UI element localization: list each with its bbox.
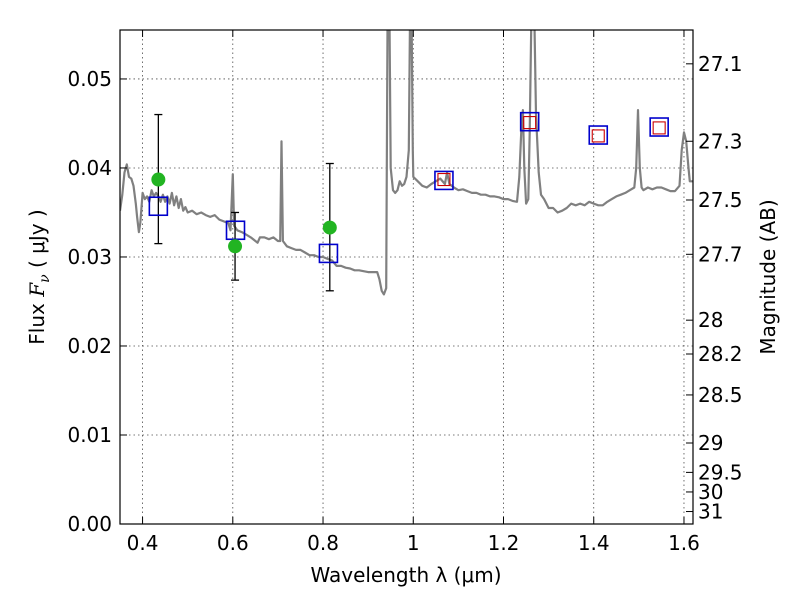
- x-tick-label: 1.2: [488, 531, 520, 555]
- red-square-marker: [437, 172, 451, 187]
- blue-square-marker: [519, 111, 540, 132]
- y2-tick-label: 28: [698, 308, 723, 332]
- blue-square-marker: [588, 125, 609, 145]
- blue-square-marker: [318, 243, 339, 264]
- model-spectrum-line: [120, 30, 693, 296]
- y2-tick-label: 31: [698, 500, 723, 524]
- blue-square-marker: [148, 196, 169, 217]
- y-tick-label: 0.00: [67, 512, 112, 536]
- y-tick-label: 0.04: [67, 156, 112, 180]
- blue-square-marker: [225, 220, 246, 241]
- y2-tick-label: 27.1: [698, 52, 743, 76]
- red-square-marker: [523, 116, 537, 130]
- y2-tick-label: 29.5: [698, 460, 743, 484]
- x-tick-label: 0.6: [217, 531, 249, 555]
- plot-frame: [119, 29, 694, 525]
- y-axis-title: Flux Fν ( μJy ): [25, 209, 53, 344]
- blue-square-marker: [434, 170, 454, 191]
- y-tick-label: 0.05: [67, 67, 112, 91]
- y2-axis-title: Magnitude (AB): [756, 199, 780, 354]
- y2-tick-label: 27.5: [698, 188, 743, 212]
- green-circle-marker: [228, 239, 243, 254]
- y-tick-label: 0.01: [67, 423, 112, 447]
- data-series: [120, 30, 693, 296]
- green-circle-marker: [322, 220, 337, 235]
- y2-tick-label: 28.5: [698, 383, 743, 407]
- y2-tick-label: 30: [698, 480, 723, 504]
- y2-tick-label: 28.2: [698, 342, 743, 366]
- y-tick-label: 0.03: [67, 245, 112, 269]
- x-tick-label: 1.4: [578, 531, 610, 555]
- y2-tick-label: 27.7: [698, 242, 743, 266]
- blue-square-marker: [649, 117, 669, 137]
- green-circle-marker: [151, 172, 166, 187]
- red-square-marker: [591, 129, 605, 143]
- x-tick-label: 1.6: [668, 531, 700, 555]
- plot-background: [120, 30, 693, 524]
- red-square-marker: [652, 121, 666, 135]
- y2-tick-label: 29: [698, 431, 723, 455]
- axis-ticks: 0.4 0.6 0.8 1 1.2 1.4 1.6 0.00 0.01 0.02 0.03 0.04 0…: [67, 30, 743, 555]
- y2-tick-label: 27.3: [698, 129, 743, 153]
- x-axis-title: Wavelength λ (μm): [310, 563, 501, 587]
- x-tick-label: 0.8: [307, 531, 339, 555]
- x-tick-label: 1: [407, 531, 420, 555]
- x-tick-label: 0.4: [127, 531, 159, 555]
- y-tick-label: 0.02: [67, 334, 112, 358]
